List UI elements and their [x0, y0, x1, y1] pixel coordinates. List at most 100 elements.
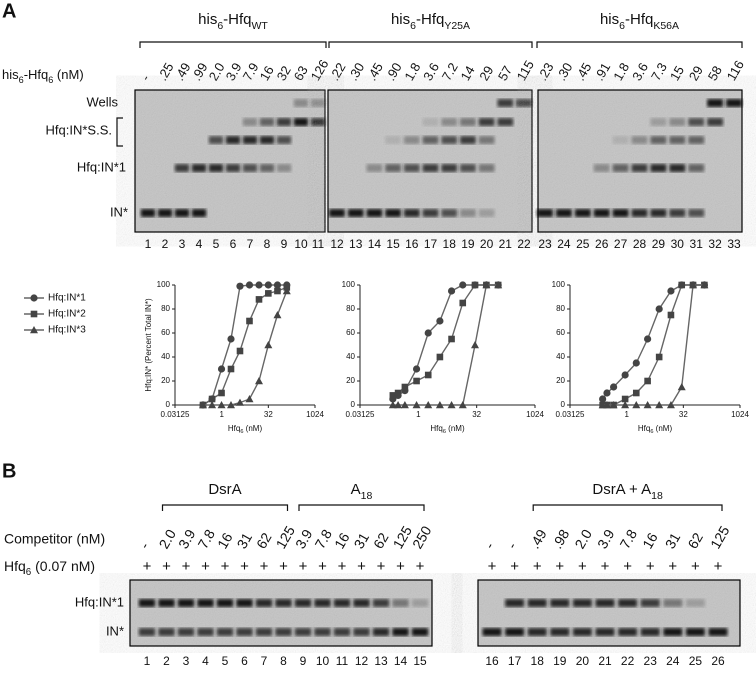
band [441, 164, 458, 172]
concentration: 58 [705, 63, 725, 83]
concentration: .30 [553, 60, 575, 83]
lane-number: 17 [424, 237, 438, 251]
band [640, 628, 660, 636]
band [618, 599, 638, 607]
lane-number: 15 [386, 237, 400, 251]
hfq-plus: + [623, 558, 632, 575]
competitor-conc: 31 [233, 530, 255, 552]
lane-number: 31 [690, 237, 704, 251]
band [329, 209, 345, 217]
concentration: 7.2 [439, 60, 461, 83]
band [572, 628, 592, 636]
group-title-part: DsrA + A [592, 481, 651, 498]
band [177, 628, 195, 636]
hfq-plus: + [221, 558, 230, 575]
y-tick-label: 100 [552, 280, 566, 289]
band [255, 628, 273, 636]
marker-triangle [632, 401, 641, 409]
gel-label: IN* [110, 204, 128, 219]
gel-grain [538, 90, 742, 232]
marker-triangle [621, 401, 630, 409]
marker-triangle [208, 401, 217, 409]
x-axis-label-part: Hfq [228, 424, 240, 433]
marker-square [448, 335, 455, 343]
marker-circle [217, 365, 226, 373]
lane-number: 1 [144, 654, 151, 668]
lane-number: 29 [652, 237, 666, 251]
concentration: - [138, 72, 153, 83]
band [157, 209, 173, 217]
band [669, 136, 686, 144]
x-tick-label: 32 [679, 410, 688, 419]
band [631, 209, 648, 217]
band [650, 118, 667, 126]
marker-triangle [235, 398, 244, 406]
band [314, 599, 331, 607]
lane-number: 5 [222, 654, 229, 668]
lane-number: 20 [480, 237, 494, 251]
lane-number: 22 [517, 237, 531, 251]
group-title-part: DsrA [208, 481, 241, 498]
group-bracket [536, 41, 743, 48]
marker-square [413, 377, 420, 385]
marker-square [401, 383, 409, 391]
hfq-plus: + [279, 558, 288, 575]
band [707, 118, 724, 126]
band [403, 136, 420, 144]
band [441, 136, 458, 144]
y-tick-label: 40 [346, 352, 355, 361]
marker-circle [621, 371, 629, 379]
x-tick-label: 0.03125 [346, 410, 375, 419]
fit-curve [202, 284, 287, 406]
lane-number: 24 [557, 237, 571, 251]
x-tick-label: 1024 [731, 410, 749, 419]
band [411, 628, 429, 636]
marker-circle [603, 389, 611, 397]
marker-square [644, 377, 651, 385]
band [293, 118, 309, 126]
concentration: 14 [457, 63, 477, 83]
marker-circle [644, 335, 652, 343]
band [242, 164, 258, 172]
marker-square [471, 281, 479, 289]
concentration: 57 [495, 63, 515, 83]
band [631, 164, 648, 172]
y-tick-label: 60 [346, 328, 355, 337]
x-axis-label: Hfq6 (nM) [638, 424, 673, 435]
x-tick-label: 1024 [306, 410, 324, 419]
hfq-plus: + [601, 558, 610, 575]
x-axis-label-part: (nM) [243, 424, 262, 433]
y-tick-label: 100 [157, 280, 171, 289]
x-axis-label-part: Hfq [638, 424, 650, 433]
gel-grain [130, 580, 432, 646]
band [663, 599, 683, 607]
y-tick-label: 40 [161, 352, 170, 361]
band [550, 628, 570, 636]
group-title-part: -Hfq [416, 11, 444, 28]
marker-triangle [677, 383, 686, 391]
band [612, 136, 629, 144]
lane-number: 25 [576, 237, 590, 251]
concentration: 126 [308, 57, 332, 83]
competitor-conc: 7.8 [617, 526, 641, 551]
marker-square [255, 296, 263, 303]
marker-circle [412, 365, 421, 373]
band [618, 628, 638, 636]
gel-grain [478, 580, 740, 646]
lane-number: 15 [413, 654, 427, 668]
marker-triangle [255, 377, 263, 385]
x-axis-label: Hfq6 (nM) [430, 424, 465, 435]
lane-number: 23 [644, 654, 658, 668]
band [640, 599, 660, 607]
marker-circle [245, 281, 254, 289]
x-axis-label-part: 6 [650, 429, 653, 435]
hfq-plus: + [714, 558, 723, 575]
band [527, 628, 547, 636]
marker-triangle [388, 401, 397, 409]
concentration: 32 [274, 63, 294, 83]
group-bracket [298, 504, 425, 511]
concentration: 115 [514, 58, 537, 83]
marker-square [632, 389, 640, 397]
lane-number: 10 [294, 237, 308, 251]
group-title: A18 [351, 481, 373, 502]
